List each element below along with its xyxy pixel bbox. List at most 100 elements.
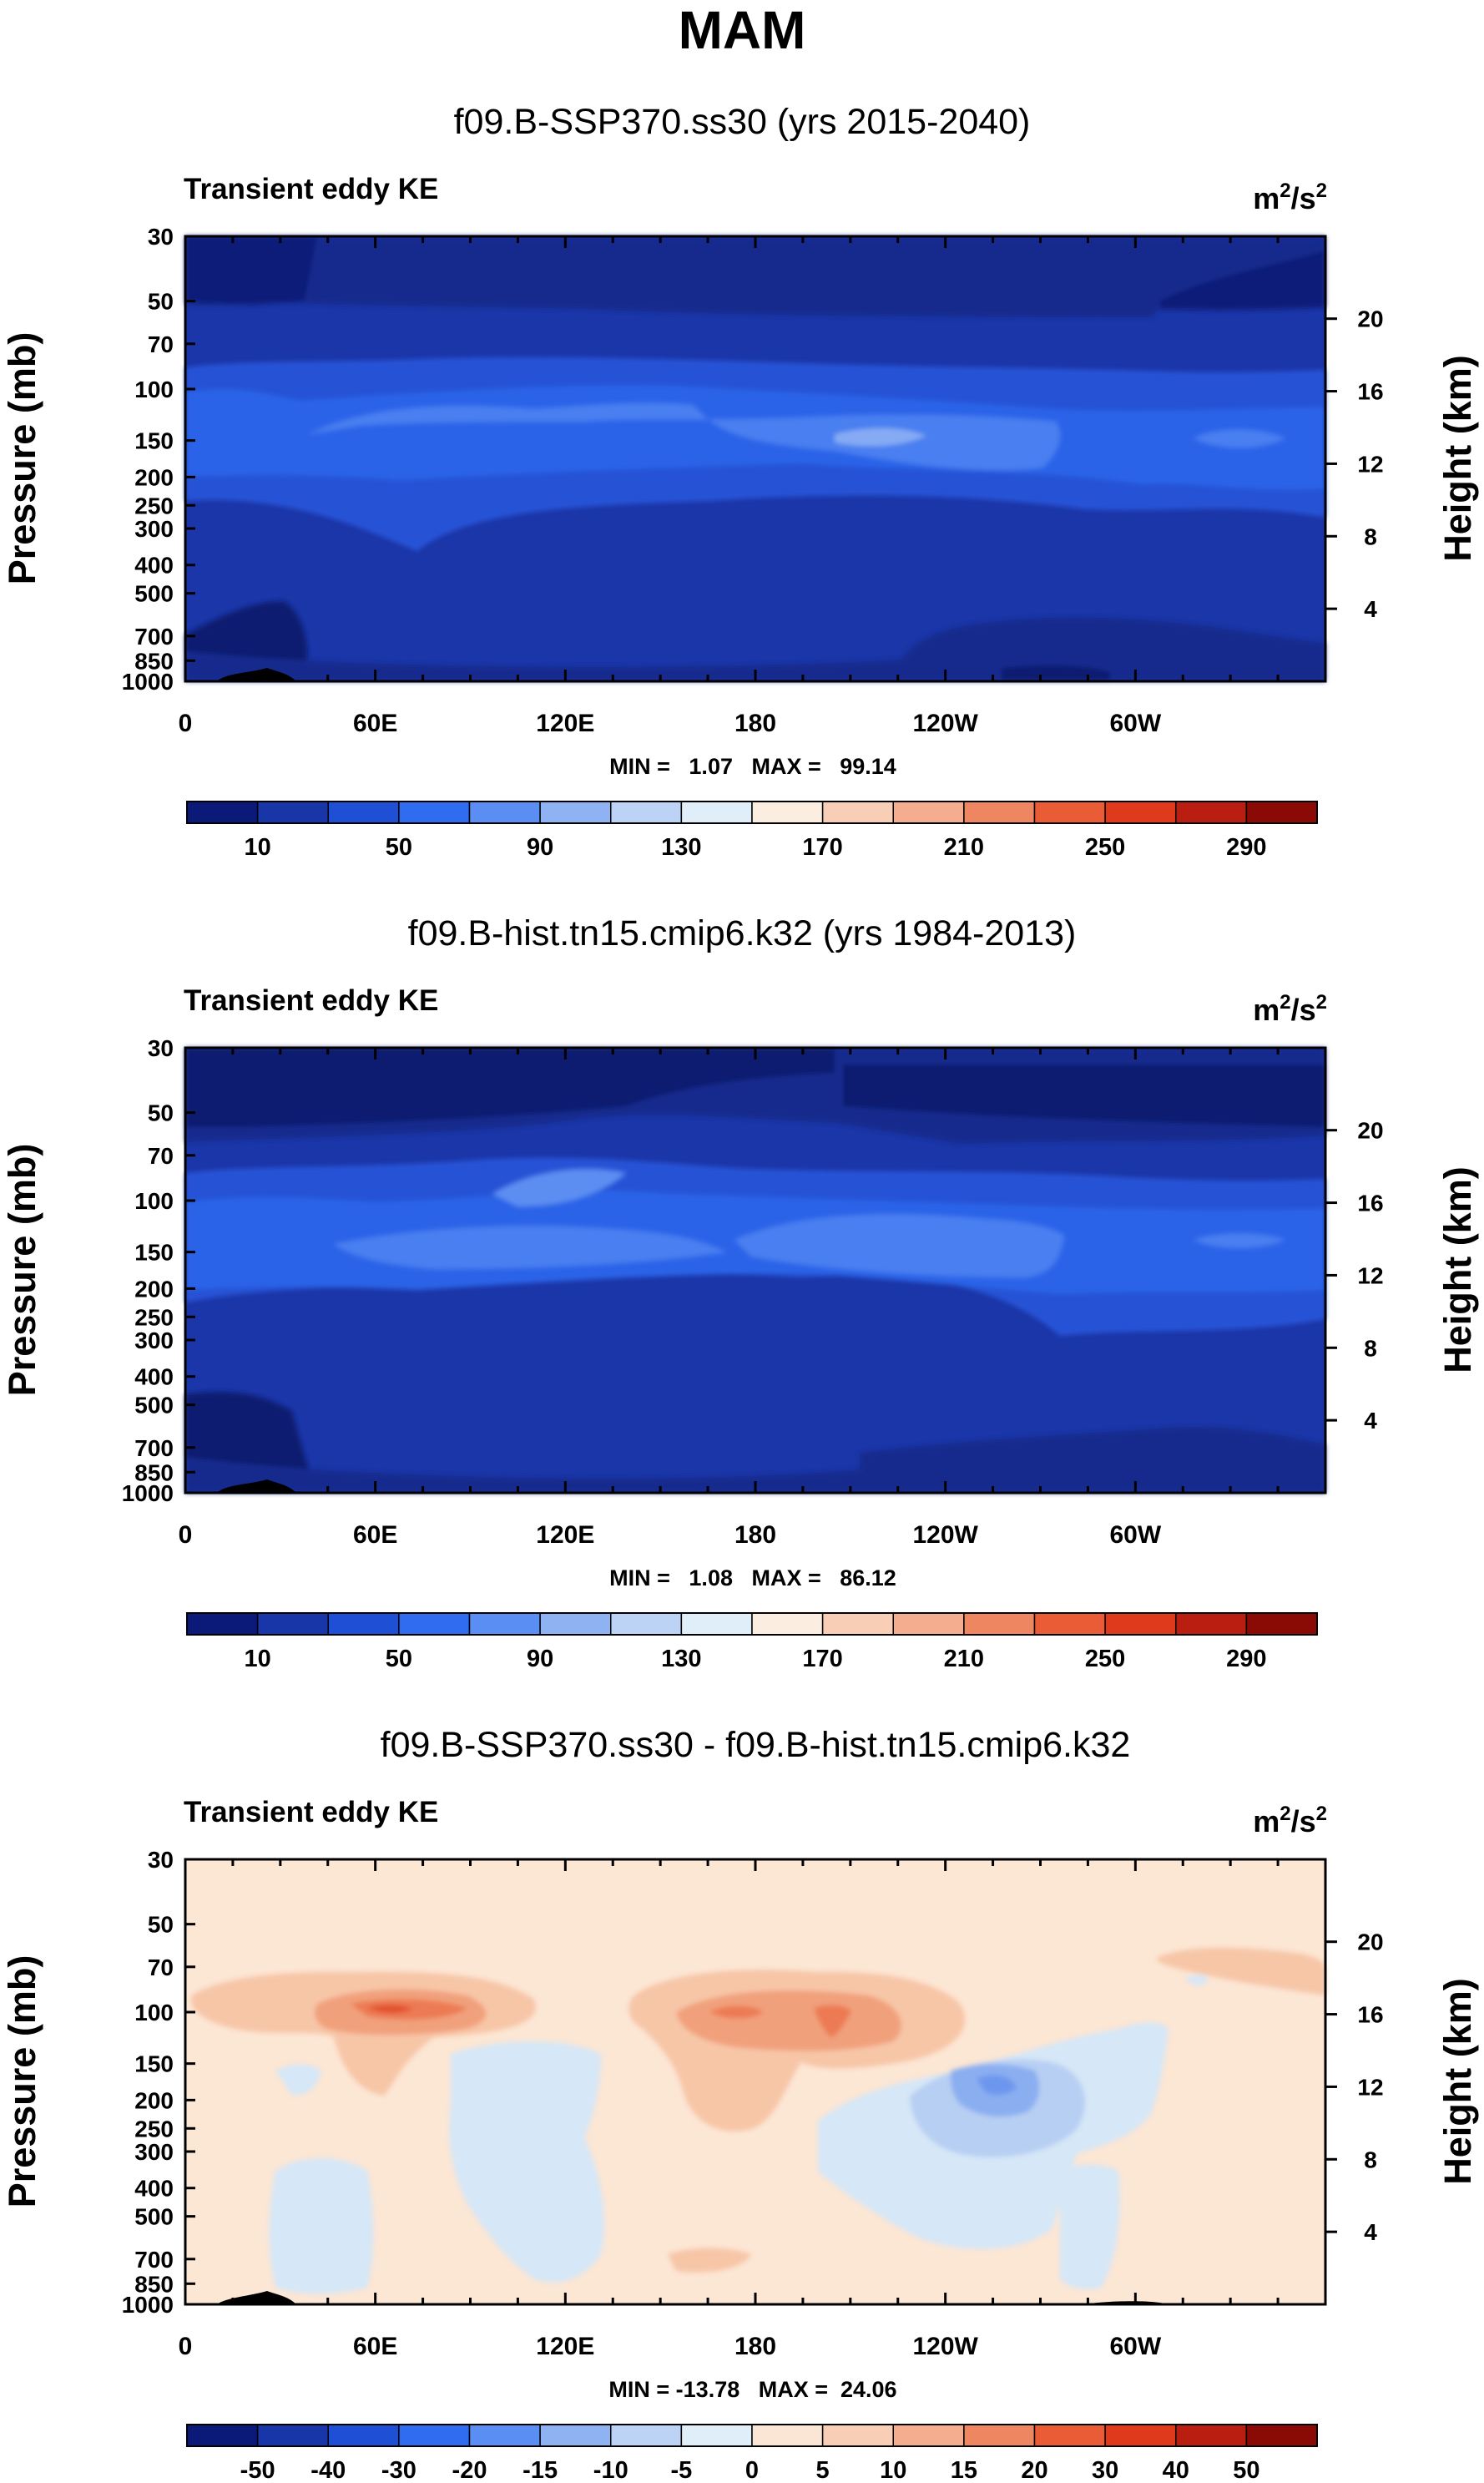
pressure-tick-label: 1000 — [122, 2292, 174, 2318]
colorbar-swatch — [186, 1612, 259, 1636]
colorbar-swatch — [751, 2424, 824, 2447]
colorbar-swatch — [610, 1612, 683, 1636]
colorbar-label: 250 — [1085, 834, 1125, 861]
contour-field — [185, 236, 1325, 681]
pressure-tick-label: 50 — [148, 289, 174, 315]
colorbar-label: 30 — [1092, 2457, 1118, 2483]
colorbar-swatch — [963, 1612, 1036, 1636]
pressure-tick-label: 30 — [148, 1035, 174, 1061]
colorbar-label: 20 — [1021, 2457, 1047, 2483]
pressure-tick-label: 850 — [134, 648, 174, 674]
variable-label: Transient eddy KE — [184, 984, 438, 1017]
colorbar-swatch — [821, 1612, 894, 1636]
colorbar-label: 210 — [944, 834, 984, 861]
colorbar-swatch — [256, 2424, 329, 2447]
y-axis-label: Pressure (mb) — [1, 1144, 43, 1397]
pressure-tick-label: 500 — [134, 581, 174, 607]
longitude-tick-label: 180 — [734, 1521, 776, 1549]
pressure-tick-label: 300 — [134, 516, 174, 542]
pressure-tick-label: 400 — [134, 1364, 174, 1390]
pressure-tick-label: 200 — [134, 2087, 174, 2113]
units-label: m2/s2 — [1253, 1803, 1327, 1838]
height-tick-label: 20 — [1357, 306, 1383, 332]
pressure-tick-label: 50 — [148, 1100, 174, 1126]
colorbar-label: -30 — [381, 2457, 416, 2483]
stats-label: MIN = 1.07 MAX = 99.14 — [609, 754, 896, 779]
pressure-tick-label: 200 — [134, 464, 174, 490]
colorbar-swatch — [327, 2424, 400, 2447]
panel-title: f09.B-SSP370.ss30 - f09.B-hist.tn15.cmip… — [381, 1725, 1131, 1765]
longitude-tick-label: 60E — [353, 2333, 397, 2360]
pressure-tick-label: 150 — [134, 428, 174, 454]
variable-label: Transient eddy KE — [184, 1796, 438, 1828]
longitude-tick-label: 120E — [536, 710, 594, 737]
panel-difference: f09.B-SSP370.ss30 - f09.B-hist.tn15.cmip… — [1, 1725, 1479, 2483]
height-tick-label: 12 — [1357, 451, 1383, 477]
colorbar-label: -50 — [240, 2457, 275, 2483]
colorbar-label: 10 — [880, 2457, 906, 2483]
longitude-tick-label: 120W — [912, 1521, 978, 1549]
longitude-tick-label: 60E — [353, 710, 397, 737]
longitude-tick-label: 180 — [734, 2333, 776, 2360]
colorbar-label: 290 — [1226, 834, 1266, 861]
colorbar-swatch — [680, 1612, 753, 1636]
pressure-tick-label: 70 — [148, 1143, 174, 1169]
colorbar-swatch — [1104, 1612, 1177, 1636]
colorbar-swatch — [1245, 1612, 1318, 1636]
pressure-tick-label: 150 — [134, 1240, 174, 1266]
colorbar-swatch — [468, 2424, 541, 2447]
height-tick-label: 12 — [1357, 2074, 1383, 2100]
colorbar-swatch — [327, 801, 400, 824]
colorbar-swatch — [539, 1612, 612, 1636]
pressure-tick-label: 50 — [148, 1912, 174, 1938]
colorbar-swatch — [539, 2424, 612, 2447]
longitude-tick-label: 120W — [912, 710, 978, 737]
pressure-tick-label: 250 — [134, 493, 174, 518]
height-tick-label: 16 — [1357, 2002, 1383, 2028]
longitude-tick-label: 60E — [353, 1521, 397, 1549]
y-axis-label-right: Height (km) — [1436, 355, 1479, 562]
colorbar-swatch — [1104, 801, 1177, 824]
colorbar: 10 50 90 130 170 210 250 290 — [186, 801, 1318, 861]
longitude-tick-label: 0 — [179, 2333, 193, 2360]
longitude-tick-label: 60W — [1109, 1521, 1161, 1549]
panel-ssp370: f09.B-SSP370.ss30 (yrs 2015-2040) Transi… — [1, 102, 1479, 861]
colorbar-label: 10 — [244, 1646, 270, 1672]
colorbar-swatch — [1175, 1612, 1248, 1636]
colorbar-label: -15 — [522, 2457, 558, 2483]
colorbar-label: -10 — [593, 2457, 628, 2483]
colorbar-swatch — [1175, 801, 1248, 824]
colorbar-swatch — [963, 2424, 1036, 2447]
colorbar-swatch — [468, 1612, 541, 1636]
height-tick-label: 16 — [1357, 1191, 1383, 1216]
pressure-tick-label: 500 — [134, 2204, 174, 2230]
colorbar-frame — [186, 801, 1318, 824]
colorbar-swatch — [892, 801, 965, 824]
colorbar-label: 210 — [944, 1646, 984, 1672]
y-axis-label-right: Height (km) — [1436, 1166, 1479, 1373]
pressure-tick-label: 250 — [134, 1304, 174, 1330]
colorbar-swatch — [821, 2424, 894, 2447]
colorbar-label: 50 — [1233, 2457, 1259, 2483]
colorbar-label: 15 — [951, 2457, 977, 2483]
pressure-tick-label: 400 — [134, 2176, 174, 2202]
colorbar-label: 90 — [527, 834, 553, 861]
longitude-ticks: 0 60E 120E 180 120W 60W — [179, 236, 1327, 737]
height-tick-label: 20 — [1357, 1118, 1383, 1144]
y-axis-label: Pressure (mb) — [1, 1955, 43, 2208]
colorbar-swatch — [1245, 801, 1318, 824]
variable-label: Transient eddy KE — [184, 173, 438, 205]
panel-title: f09.B-hist.tn15.cmip6.k32 (yrs 1984-2013… — [408, 913, 1077, 953]
pressure-tick-label: 70 — [148, 1955, 174, 1980]
colorbar-swatch — [751, 801, 824, 824]
longitude-tick-label: 60W — [1109, 2333, 1161, 2360]
pressure-tick-label: 400 — [134, 553, 174, 579]
pressure-tick-label: 30 — [148, 1847, 174, 1873]
colorbar-swatch — [468, 801, 541, 824]
colorbar-label: 0 — [745, 2457, 759, 2483]
height-tick-label: 8 — [1364, 2147, 1377, 2172]
longitude-tick-label: 60W — [1109, 710, 1161, 737]
